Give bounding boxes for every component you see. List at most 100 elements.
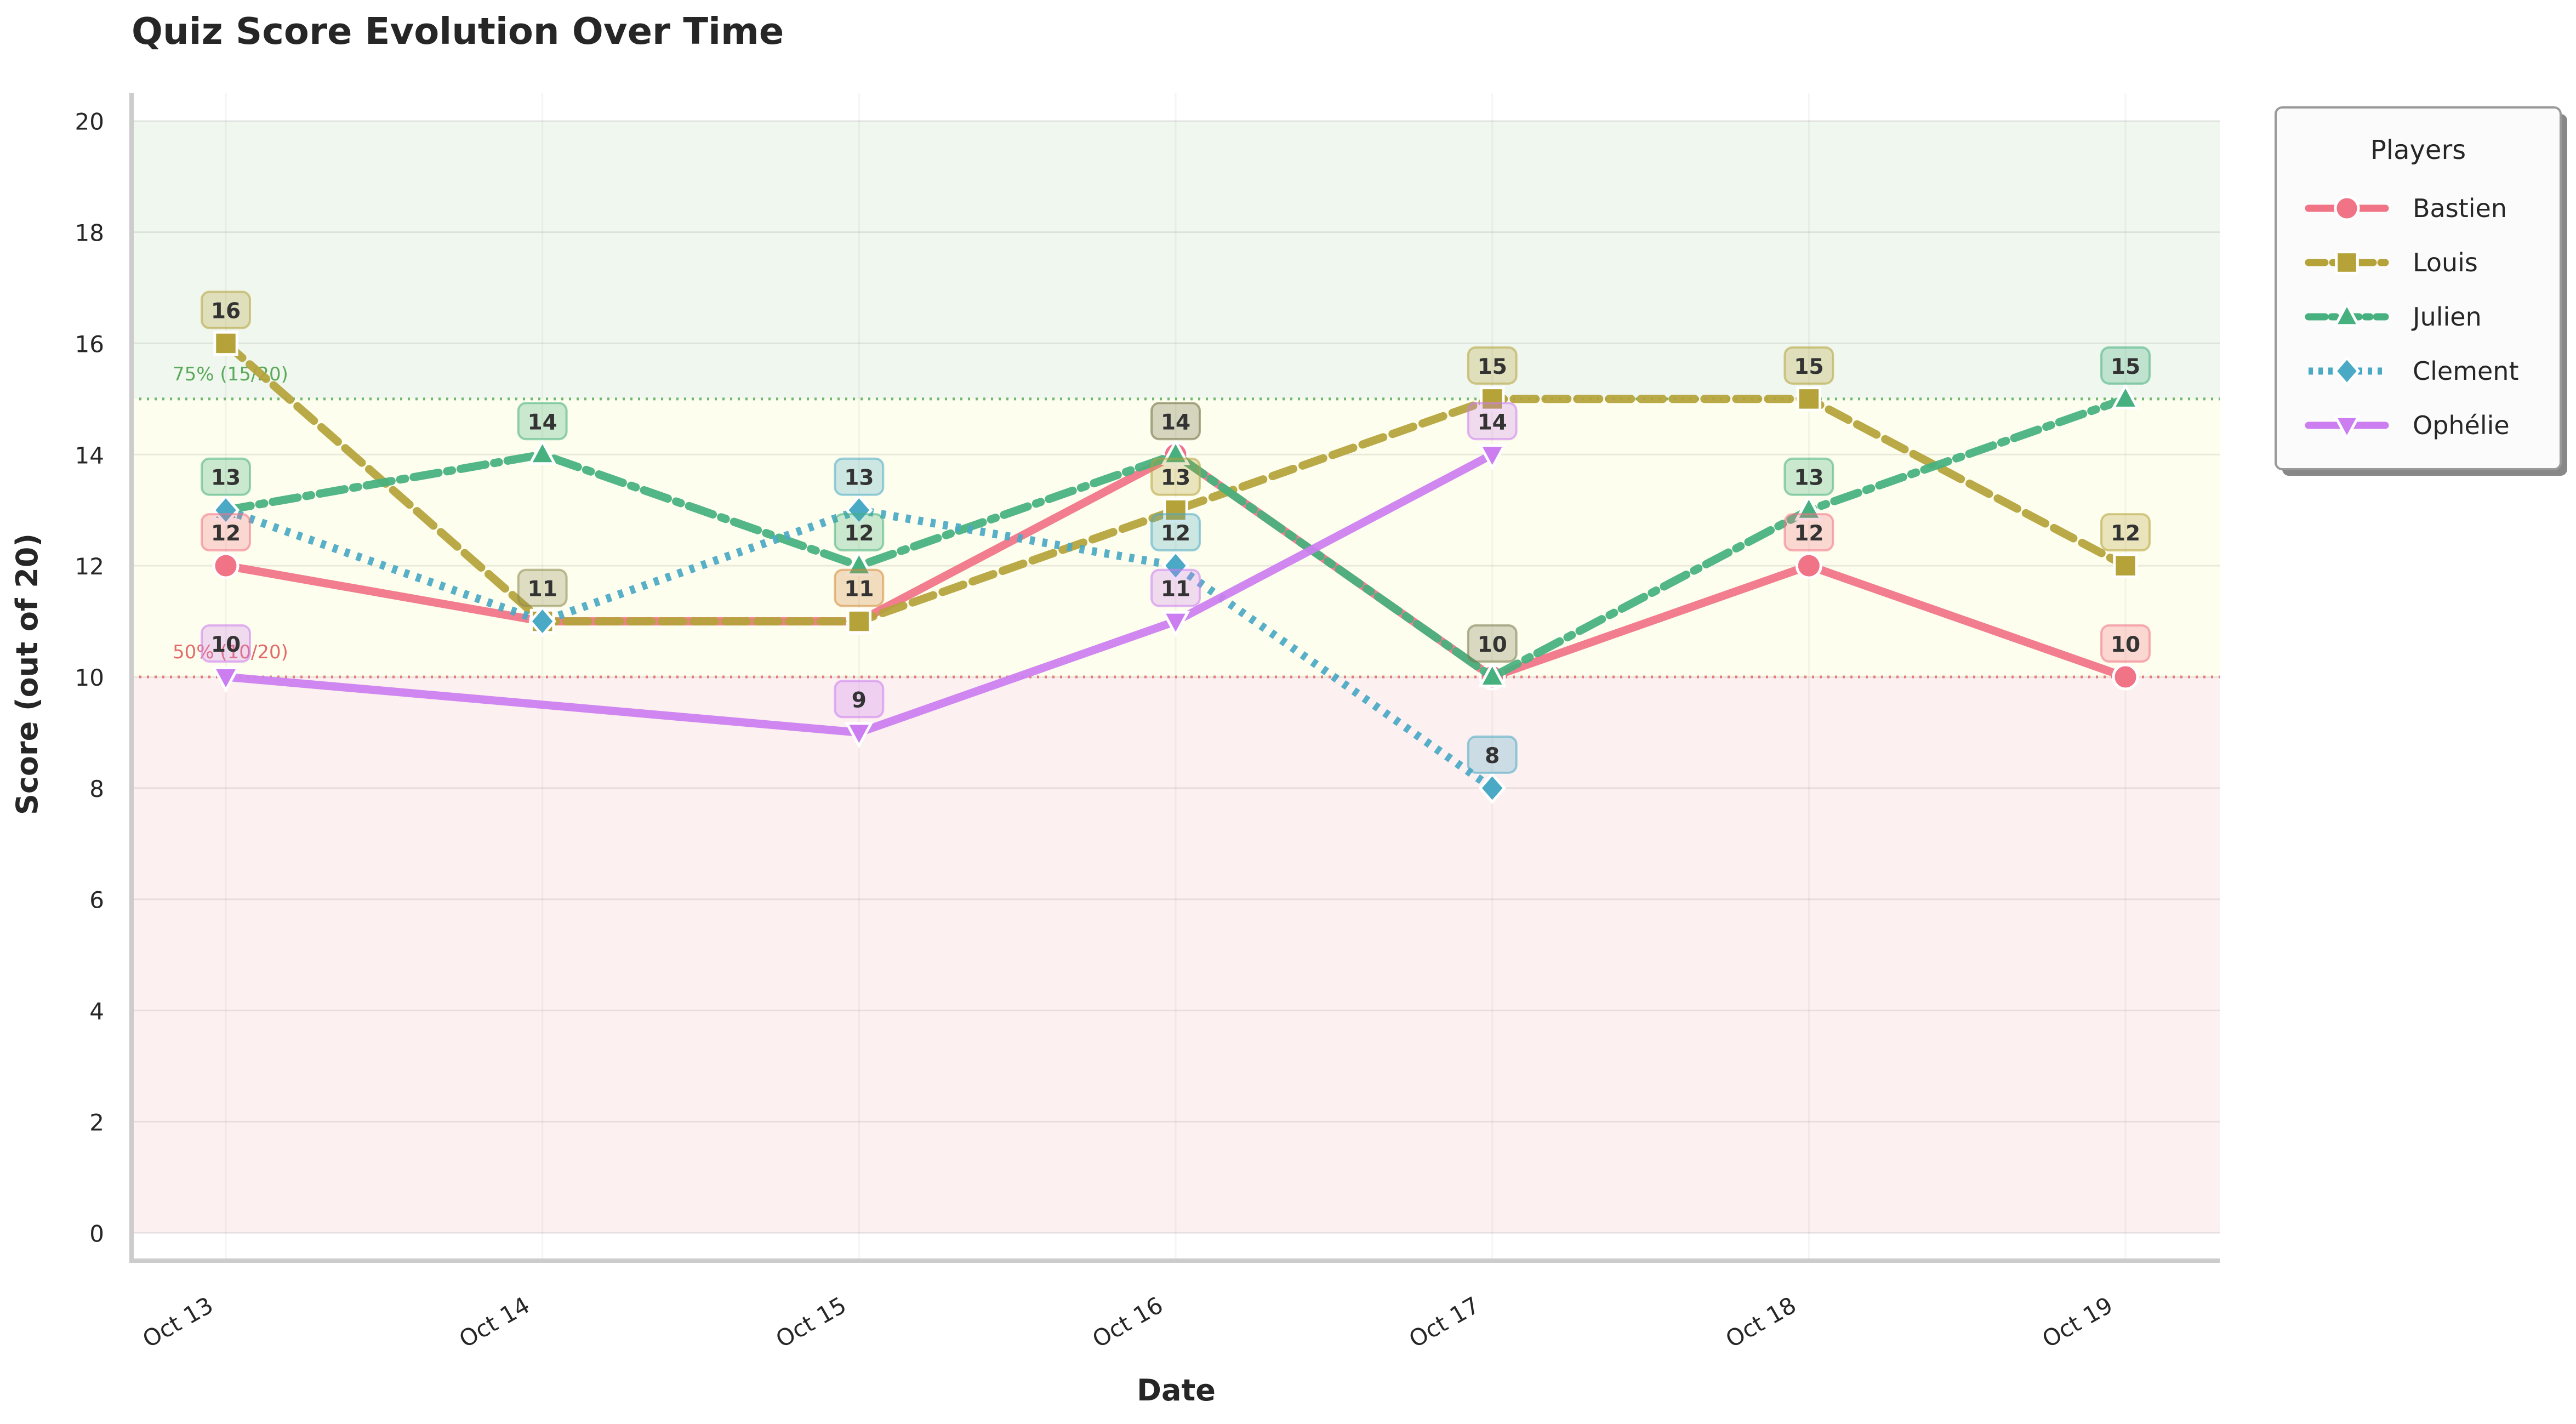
- data-label-value: 11: [844, 577, 874, 602]
- legend-marker: [2335, 250, 2359, 275]
- data-point-louis: [1479, 386, 1505, 412]
- data-label-value: 9: [852, 688, 867, 713]
- data-label: 12: [201, 513, 251, 552]
- data-label-box: [834, 568, 885, 607]
- data-label-box: [1783, 513, 1834, 552]
- legend: Players Bastien Louis Julien Clement Ophélie: [2275, 106, 2567, 476]
- x-tick-label: Oct 18: [1721, 1291, 1800, 1353]
- data-label-value: 10: [2111, 633, 2140, 657]
- y-tick-label: 16: [75, 331, 104, 357]
- data-label-value: 11: [1161, 577, 1190, 602]
- legend-entry-julien: Julien: [2305, 301, 2482, 332]
- data-point-clement: [1161, 550, 1190, 582]
- data-label-box: [834, 513, 885, 552]
- data-point-bastien: [2112, 663, 2139, 691]
- legend-entry-bastien: Bastien: [2305, 193, 2507, 223]
- data-label: 9: [834, 680, 885, 719]
- data-label: 14: [1150, 402, 1201, 441]
- data-point-louis: [213, 331, 238, 356]
- legend-label: Julien: [2411, 302, 2482, 332]
- data-label: 8: [1467, 735, 1518, 774]
- x-tick-label: Oct 17: [1404, 1291, 1484, 1353]
- band-0-10: [132, 677, 2220, 1233]
- data-point-bastien: [212, 552, 240, 579]
- data-label-value: 15: [1478, 355, 1507, 379]
- data-label: 11: [1150, 568, 1201, 607]
- data-label-box: [1467, 402, 1518, 441]
- y-tick-label: 18: [75, 220, 104, 247]
- data-label-value: 12: [844, 521, 874, 546]
- data-label-value: 14: [528, 410, 557, 435]
- data-label-box: [1150, 568, 1201, 607]
- data-label-box: [2100, 346, 2151, 385]
- data-point-clement: [212, 494, 240, 526]
- y-tick-label: 4: [89, 998, 104, 1025]
- series-line-ophelie: [221, 450, 1497, 737]
- data-label: 11: [834, 568, 885, 607]
- data-label-value: 11: [528, 577, 557, 602]
- data-label-box: [1150, 457, 1201, 496]
- data-label: 12: [2100, 513, 2151, 552]
- data-point-louis: [846, 608, 872, 634]
- y-tick-label: 8: [89, 776, 104, 802]
- data-label-box: [1150, 513, 1201, 552]
- legend-marker: [2333, 301, 2361, 327]
- data-label: 12: [834, 513, 885, 552]
- data-label-value: 13: [211, 466, 241, 491]
- data-label-value: 12: [211, 521, 241, 546]
- y-tick-label: 12: [75, 553, 104, 580]
- legend-entry-louis: Louis: [2305, 248, 2478, 277]
- data-label-box: [201, 513, 251, 552]
- legend-entry-ophelie: Ophélie: [2305, 411, 2510, 441]
- data-label: 13: [201, 457, 251, 496]
- data-label: 15: [2100, 346, 2151, 385]
- data-label-value: 12: [2111, 521, 2140, 546]
- data-label: 10: [201, 624, 251, 663]
- x-tick-label: Oct 19: [2038, 1291, 2117, 1353]
- legend-marker: [2333, 356, 2361, 386]
- data-label: 13: [1783, 457, 1834, 496]
- data-label: 15: [1467, 346, 1518, 385]
- data-point-ophelie: [845, 722, 874, 749]
- y-tick-label: 14: [75, 442, 104, 469]
- data-label-value: 10: [1478, 633, 1507, 657]
- threshold-label: 50% (10/20): [173, 641, 288, 663]
- data-label-value: 13: [1161, 466, 1190, 491]
- x-tick-label: Oct 14: [454, 1291, 534, 1353]
- y-tick-label: 2: [89, 1109, 104, 1136]
- data-label: 10: [2100, 624, 2151, 663]
- data-label: 16: [201, 291, 251, 329]
- data-label: 10: [1467, 624, 1518, 663]
- data-point-clement: [845, 494, 873, 526]
- data-point-julien: [2111, 383, 2140, 409]
- data-label-box: [517, 402, 568, 441]
- series-ophelie: [211, 444, 1507, 749]
- x-tick-label: Oct 15: [771, 1291, 851, 1353]
- data-point-clement: [1478, 772, 1506, 804]
- data-point-louis: [1796, 386, 1822, 412]
- data-label-box: [834, 680, 885, 719]
- data-label-box: [834, 457, 885, 496]
- data-point-ophelie: [211, 667, 241, 693]
- data-label-value: 13: [1794, 466, 1823, 491]
- chart-title: Quiz Score Evolution Over Time: [132, 10, 784, 53]
- threshold-label: 75% (15/20): [173, 363, 288, 385]
- y-tick-label: 20: [75, 109, 104, 135]
- data-point-ophelie: [1478, 444, 1507, 471]
- data-label: 14: [517, 402, 568, 441]
- y-axis-label: Score (out of 20): [10, 533, 44, 815]
- data-labels-group: 16 13 12 10 14 11 13 12 11 9 14 13 12 11 15 14 10 8 15 13 12…: [201, 291, 2151, 774]
- data-label-box: [1150, 402, 1201, 441]
- data-label-value: 13: [844, 466, 874, 491]
- data-label: 15: [1783, 346, 1834, 385]
- band-15-20: [132, 121, 2220, 399]
- data-label-value: 10: [211, 633, 241, 657]
- data-point-bastien: [1795, 552, 1822, 579]
- data-label: 12: [1783, 513, 1834, 552]
- data-label-box: [201, 624, 251, 663]
- data-label-box: [201, 291, 251, 329]
- data-label: 12: [1150, 513, 1201, 552]
- data-label-value: 15: [1794, 355, 1823, 379]
- data-point-julien: [528, 438, 557, 465]
